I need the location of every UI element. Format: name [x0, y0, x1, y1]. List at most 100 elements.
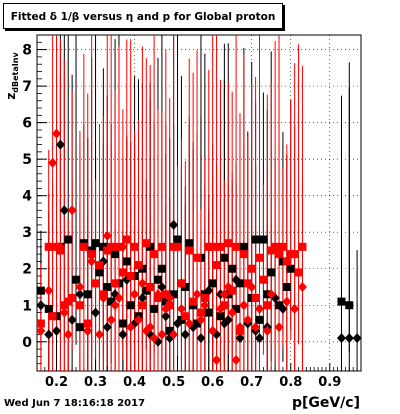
data-point-square	[212, 261, 221, 270]
y-tick-label: 4	[22, 189, 32, 205]
data-point-diamond	[212, 355, 222, 366]
data-point-diamond	[227, 307, 237, 318]
data-point-square	[189, 297, 198, 306]
data-point-diamond	[282, 296, 292, 307]
data-point-diamond	[75, 282, 85, 292]
data-point-diamond	[255, 303, 265, 314]
data-point-diamond	[157, 329, 167, 340]
data-point-square	[185, 246, 194, 255]
chart-title: Fitted δ 1/β versus η and p for Global p…	[10, 11, 276, 23]
data-point-square	[337, 297, 346, 306]
data-point-square	[251, 293, 260, 302]
data-point-square	[150, 304, 159, 313]
data-point-diamond	[165, 292, 175, 303]
data-point-diamond	[55, 241, 65, 252]
y-tick-label: 8	[22, 43, 32, 59]
data-point-diamond	[336, 333, 346, 344]
data-point-square	[64, 235, 73, 244]
data-point-square	[75, 323, 84, 332]
y-tick-label: 0	[22, 335, 32, 351]
data-point-square	[263, 301, 272, 310]
data-point-diamond	[83, 325, 93, 336]
data-point-square	[220, 253, 229, 262]
data-point-square	[251, 235, 260, 244]
data-point-diamond	[133, 314, 143, 325]
data-point-square	[193, 253, 202, 262]
data-point-square	[157, 242, 166, 251]
data-point-square	[79, 242, 88, 251]
data-point-square	[169, 290, 178, 299]
x-tick-label: 0.5	[162, 375, 185, 390]
data-point-diamond	[278, 303, 288, 314]
data-point-diamond	[344, 333, 354, 344]
data-point-square	[185, 239, 194, 248]
data-point-diamond	[235, 322, 245, 333]
data-point-diamond	[215, 303, 225, 314]
data-point-diamond	[231, 355, 241, 366]
data-point-square	[247, 264, 256, 273]
data-point-diamond	[161, 311, 171, 322]
data-point-diamond	[352, 333, 362, 344]
data-point-square	[243, 279, 252, 288]
data-point-diamond	[110, 300, 120, 311]
data-point-diamond	[192, 289, 202, 300]
data-point-square	[118, 268, 127, 277]
data-point-diamond	[223, 314, 233, 325]
data-point-diamond	[55, 139, 65, 150]
data-point-square	[216, 312, 225, 321]
data-point-diamond	[102, 322, 112, 333]
data-point-square	[196, 308, 205, 317]
data-point-diamond	[262, 325, 272, 336]
data-point-diamond	[204, 285, 214, 296]
x-tick-label: 0.4	[123, 375, 146, 390]
data-point-diamond	[59, 307, 69, 318]
data-point-diamond	[251, 322, 261, 333]
data-point-square	[278, 242, 287, 251]
data-point-square	[235, 279, 244, 288]
y-tick-label: 5	[22, 152, 32, 168]
data-point-diamond	[180, 329, 190, 340]
data-point-square	[91, 239, 100, 248]
data-point-square	[95, 261, 104, 270]
data-point-square	[290, 250, 299, 259]
data-point-square	[142, 239, 151, 248]
data-point-diamond	[247, 282, 257, 292]
data-point-square	[150, 250, 159, 259]
data-point-diamond	[67, 205, 77, 216]
data-point-diamond	[94, 329, 104, 340]
data-point-square	[122, 257, 131, 266]
data-point-diamond	[59, 205, 69, 216]
data-point-diamond	[243, 314, 253, 325]
data-point-square	[224, 239, 233, 248]
data-point-square	[134, 261, 143, 270]
data-point-square	[126, 301, 135, 310]
data-point-diamond	[184, 318, 194, 329]
data-point-square	[107, 242, 116, 251]
data-point-square	[118, 319, 127, 328]
data-point-diamond	[118, 241, 128, 252]
data-point-diamond	[239, 300, 249, 311]
data-point-square	[259, 235, 268, 244]
data-point-diamond	[176, 303, 186, 314]
data-point-diamond	[169, 219, 179, 230]
data-point-diamond	[137, 278, 147, 289]
x-tick-label: 0.9	[318, 375, 341, 390]
data-point-diamond	[145, 322, 155, 333]
data-point-diamond	[102, 230, 112, 241]
data-point-diamond	[126, 322, 136, 333]
data-point-diamond	[157, 282, 167, 292]
data-point-diamond	[266, 289, 276, 300]
data-point-square	[298, 242, 307, 251]
data-point-square	[239, 250, 248, 259]
data-point-square	[165, 326, 174, 335]
y-tick-label: 3	[22, 225, 32, 241]
chart-title-box: Fitted δ 1/β versus η and p for Global p…	[3, 3, 283, 29]
data-point-square	[255, 315, 264, 324]
data-point-diamond	[36, 300, 46, 311]
data-point-square	[275, 250, 284, 259]
x-tick-label: 0.6	[201, 375, 224, 390]
x-tick-label: 0.7	[240, 375, 263, 390]
data-point-diamond	[44, 329, 54, 340]
y-tick-label: 1	[22, 298, 32, 314]
